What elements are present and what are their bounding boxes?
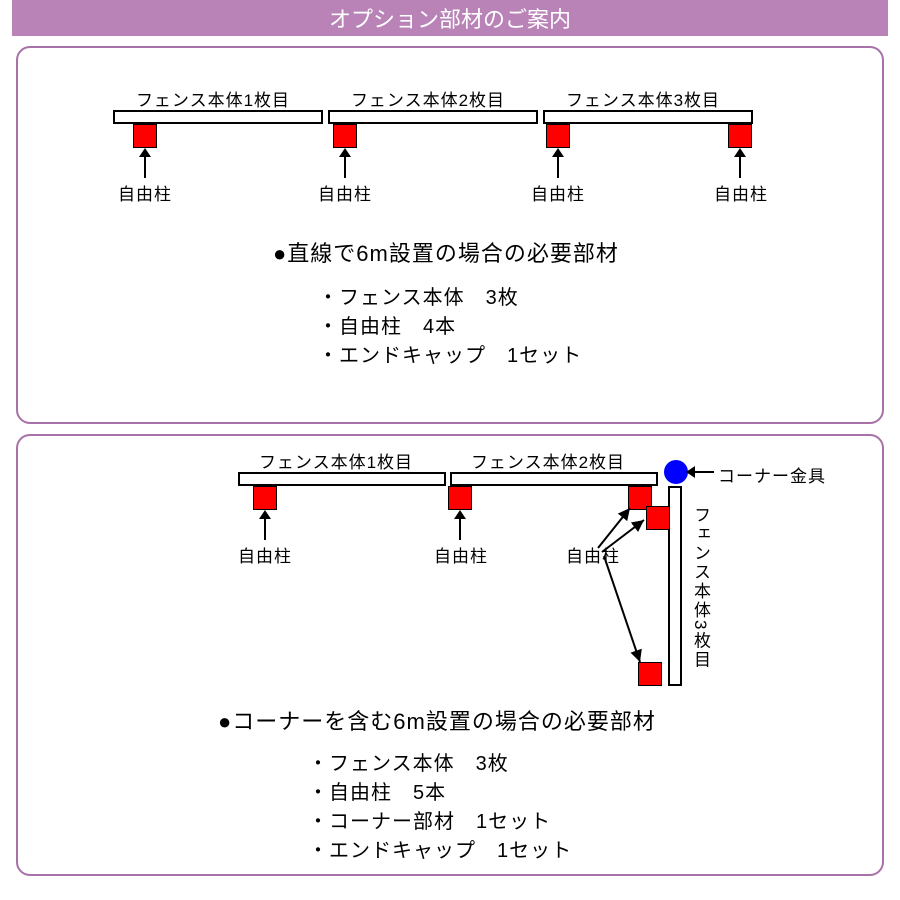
arrow-icon [344, 156, 346, 178]
section-heading-straight: ●直線で6m設置の場合の必要部材 [273, 236, 619, 268]
arrow-icon [459, 518, 461, 540]
pillar-label: 自由柱 [230, 542, 300, 567]
panel-corner-6m: フェンス本体1枚目 フェンス本体2枚目 フェンス本体3枚目 コーナー金具 [16, 434, 884, 876]
list-item: ・自由柱 5本 [308, 779, 572, 808]
corner-label: コーナー金具 [718, 462, 826, 487]
pillar-2 [448, 486, 472, 510]
list-item: ・自由柱 4本 [318, 313, 582, 342]
pillar-1 [133, 124, 157, 148]
materials-list-straight: ・フェンス本体 3枚 ・自由柱 4本 ・エンドキャップ 1セット [318, 284, 582, 371]
fence-label-1: フェンス本体1枚目 [246, 448, 426, 473]
fence-label-2: フェンス本体2枚目 [338, 86, 518, 111]
materials-list-corner: ・フェンス本体 3枚 ・自由柱 5本 ・コーナー部材 1セット ・エンドキャップ… [308, 750, 572, 866]
pillar-label: 自由柱 [523, 180, 593, 205]
pillar-3 [546, 124, 570, 148]
pillar-label: 自由柱 [558, 542, 628, 567]
pillar-label: 自由柱 [426, 542, 496, 567]
fence-label-1: フェンス本体1枚目 [123, 86, 303, 111]
fence-bar-2 [450, 472, 658, 486]
list-item: ・エンドキャップ 1セット [318, 342, 582, 371]
arrow-icon [694, 471, 714, 473]
list-item: ・エンドキャップ 1セット [308, 837, 572, 866]
fence-bar-1 [238, 472, 446, 486]
arrow-icon [144, 156, 146, 178]
fence-label-2: フェンス本体2枚目 [458, 448, 638, 473]
arrow-icon [739, 156, 741, 178]
pillar-label: 自由柱 [310, 180, 380, 205]
pillar-label: 自由柱 [110, 180, 180, 205]
list-item: ・フェンス本体 3枚 [318, 284, 582, 313]
corner-arrows-icon [578, 492, 688, 702]
fence-bar-1 [113, 110, 323, 124]
pillar-4 [728, 124, 752, 148]
list-item: ・コーナー部材 1セット [308, 808, 572, 837]
corner-dot-icon [664, 460, 688, 484]
pillar-2 [333, 124, 357, 148]
arrow-icon [557, 156, 559, 178]
fence-label-3: フェンス本体3枚目 [688, 506, 713, 669]
list-item: ・フェンス本体 3枚 [308, 750, 572, 779]
title-text: オプション部材のご案内 [329, 2, 571, 34]
pillar-label: 自由柱 [706, 180, 776, 205]
title-bar: オプション部材のご案内 [12, 0, 888, 36]
arrow-icon [264, 518, 266, 540]
pillar-1 [253, 486, 277, 510]
fence-label-3: フェンス本体3枚目 [553, 86, 733, 111]
fence-bar-2 [328, 110, 538, 124]
fence-bar-3 [543, 110, 753, 124]
section-heading-corner: ●コーナーを含む6m設置の場合の必要部材 [218, 704, 656, 736]
panel-straight-6m: フェンス本体1枚目 フェンス本体2枚目 フェンス本体3枚目 自由柱 自由柱 自由… [16, 46, 884, 424]
